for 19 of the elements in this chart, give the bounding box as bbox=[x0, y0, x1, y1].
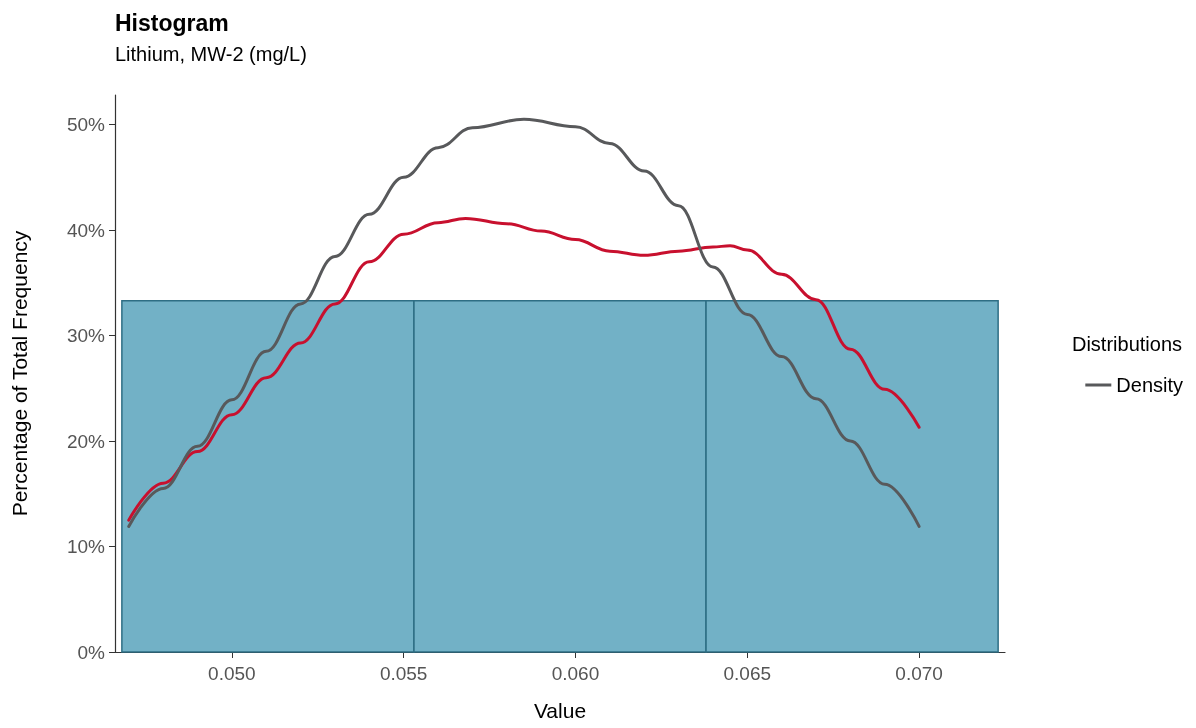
line-series bbox=[127, 216, 921, 522]
x-tick-label: 0.055 bbox=[379, 663, 428, 684]
legend-label: Density bbox=[1116, 374, 1184, 396]
x-axis-title: Value bbox=[533, 699, 587, 722]
legend-title: Distributions bbox=[1071, 333, 1183, 355]
chart-subtitle: Lithium, MW-2 (mg/L) bbox=[115, 43, 307, 65]
y-tick-label: 20% bbox=[66, 430, 106, 452]
x-tick-label: 0.050 bbox=[208, 663, 256, 684]
line-series bbox=[127, 117, 921, 528]
x-tick-label: 0.060 bbox=[551, 663, 600, 684]
x-tick-label: 0.065 bbox=[723, 663, 772, 684]
x-tick-label: 0.070 bbox=[895, 663, 943, 684]
y-tick-label: 30% bbox=[66, 325, 106, 347]
chart-title: Histogram bbox=[115, 9, 229, 36]
y-axis-title: Percentage of Total Frequency bbox=[8, 230, 31, 517]
y-tick-label: 40% bbox=[66, 219, 106, 241]
y-tick-label: 0% bbox=[77, 641, 106, 663]
y-tick-label: 50% bbox=[66, 114, 106, 136]
y-tick-label: 10% bbox=[66, 536, 106, 558]
